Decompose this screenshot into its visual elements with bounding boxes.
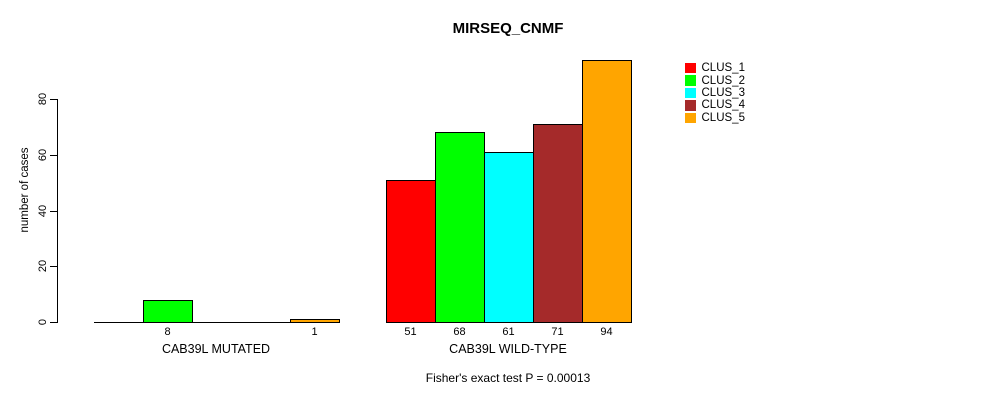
y-tick-label: 60 <box>37 148 49 161</box>
legend-swatch-CLUS_4 <box>685 100 696 111</box>
y-tick <box>50 266 57 268</box>
fisher-test-caption: Fisher's exact test P = 0.00013 <box>425 371 591 385</box>
legend-row: CLUS_4 <box>685 99 745 111</box>
bar-CLUS_1 <box>386 179 436 323</box>
bar-value-label: 71 <box>551 326 564 338</box>
bar-CLUS_4 <box>533 124 583 323</box>
bar-CLUS_5 <box>582 59 632 323</box>
bar-value-label: 68 <box>453 326 466 338</box>
group-label-wildtype: CAB39L WILD-TYPE <box>449 342 567 356</box>
legend-label: CLUS_4 <box>701 99 745 112</box>
y-tick-label: 20 <box>37 260 49 273</box>
bar-CLUS_2 <box>435 132 485 323</box>
legend: CLUS_1 CLUS_2 CLUS_3 CLUS_4 CLUS_5 <box>685 62 745 124</box>
bar-value-label: 61 <box>502 326 515 338</box>
y-tick-label: 0 <box>37 318 49 326</box>
chart-title: MIRSEQ_CNMF <box>452 20 564 37</box>
legend-row: CLUS_2 <box>685 74 745 87</box>
legend-swatch-CLUS_5 <box>685 112 696 123</box>
bar-CLUS_5 <box>290 319 340 323</box>
legend-label: CLUS_3 <box>701 86 745 99</box>
y-axis-label: number of cases <box>19 147 31 233</box>
bar-value-label: 94 <box>600 326 613 338</box>
legend-row: CLUS_1 <box>685 62 745 74</box>
bar-CLUS_3 <box>484 151 534 323</box>
legend-label: CLUS_1 <box>701 62 745 75</box>
legend-label: CLUS_2 <box>701 74 745 87</box>
bar-value-label: 8 <box>164 326 171 338</box>
y-axis-line <box>57 99 58 323</box>
group-label-mutated: CAB39L MUTATED <box>161 342 271 356</box>
legend-row: CLUS_5 <box>685 112 745 124</box>
group-baseline <box>94 322 339 323</box>
legend-label: CLUS_5 <box>701 111 745 124</box>
legend-swatch-CLUS_3 <box>685 87 696 99</box>
bar-value-label: 1 <box>311 326 318 338</box>
y-tick <box>50 210 57 212</box>
legend-swatch-CLUS_2 <box>685 75 696 86</box>
bar-value-label: 51 <box>404 326 417 338</box>
y-tick-label: 80 <box>37 92 49 106</box>
y-tick <box>50 154 57 156</box>
legend-swatch-CLUS_1 <box>685 62 696 74</box>
y-tick <box>50 99 57 100</box>
bar-CLUS_2 <box>143 299 193 323</box>
legend-row: CLUS_3 <box>685 87 745 99</box>
y-tick-label: 40 <box>37 204 49 217</box>
y-tick <box>50 322 57 323</box>
